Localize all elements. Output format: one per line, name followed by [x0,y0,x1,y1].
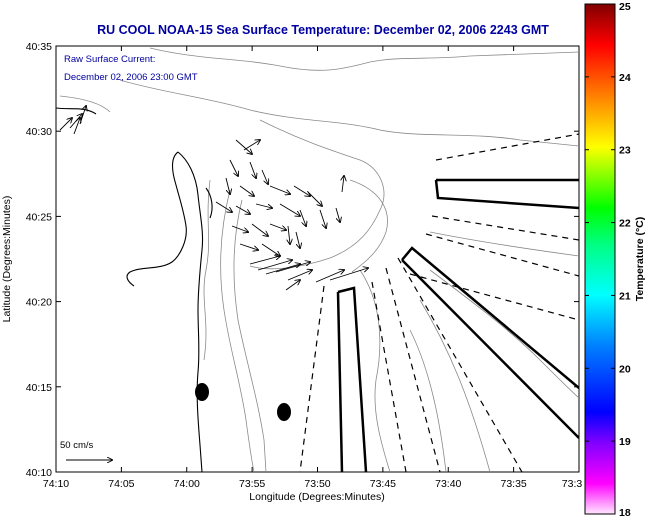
colorbar-tick-label: 21 [619,290,631,302]
x-tick-label: 73:55 [239,478,265,490]
radar-beam-outlines [336,178,579,472]
x-tick-label: 74:00 [174,478,200,490]
x-tick-label: 73:35 [500,478,526,490]
colorbar-label: Temperature (°C) [634,217,646,302]
colorbar-ticks: 25 24 23 22 21 20 19 18 [585,1,631,519]
bathymetry-contours [59,47,579,472]
x-axis-label: Longitude (Degrees:Minutes) [249,491,384,503]
scale-label: 50 cm/s [60,440,94,451]
y-axis-label: Latitude (Degrees:Minutes) [1,196,13,323]
current-legend-time: December 02, 2006 23:00 GMT [64,72,198,83]
figure-title: RU COOL NOAA-15 Sea Surface Temperature:… [97,23,549,37]
colorbar-tick-label: 19 [619,436,631,448]
y-tick-label: 40:30 [26,126,52,138]
radar-beam-dashes [299,133,579,472]
y-tick-label: 40:35 [26,41,52,53]
current-vectors [59,106,368,291]
plot-frame [55,45,580,473]
colorbar-tick-label: 25 [619,1,631,13]
y-tick-label: 40:20 [26,297,52,309]
x-tick-label: 73:40 [435,478,461,490]
y-tick-label: 40:25 [26,211,52,223]
y-tick-label: 40:15 [26,382,52,394]
current-legend-label: Raw Surface Current: [64,54,155,65]
x-tick-label: 74:05 [108,478,134,490]
colorbar [584,3,616,515]
colorbar-tick-label: 24 [619,72,631,84]
colorbar-tick-label: 20 [619,363,631,375]
colorbar-tick-label: 22 [619,218,631,230]
x-tick-label: 73:45 [370,478,396,490]
colorbar-tick-label: 23 [619,145,631,157]
colorbar-tick-label: 18 [619,507,631,518]
x-tick-label: 73:50 [304,478,330,490]
map-contents [56,47,579,472]
y-axis-ticks: 40:35 40:30 40:25 40:20 40:15 40:10 [26,41,579,479]
x-tick-label: 74:10 [43,478,69,490]
y-tick-label: 40:10 [26,467,52,479]
buoy-marker-east [277,403,291,421]
buoy-marker-west [195,383,209,401]
x-axis-ticks: 74:10 74:05 74:00 73:55 73:50 73:45 73:40 73:35… [43,46,583,490]
x-tick-label: 73:3 [562,478,583,490]
